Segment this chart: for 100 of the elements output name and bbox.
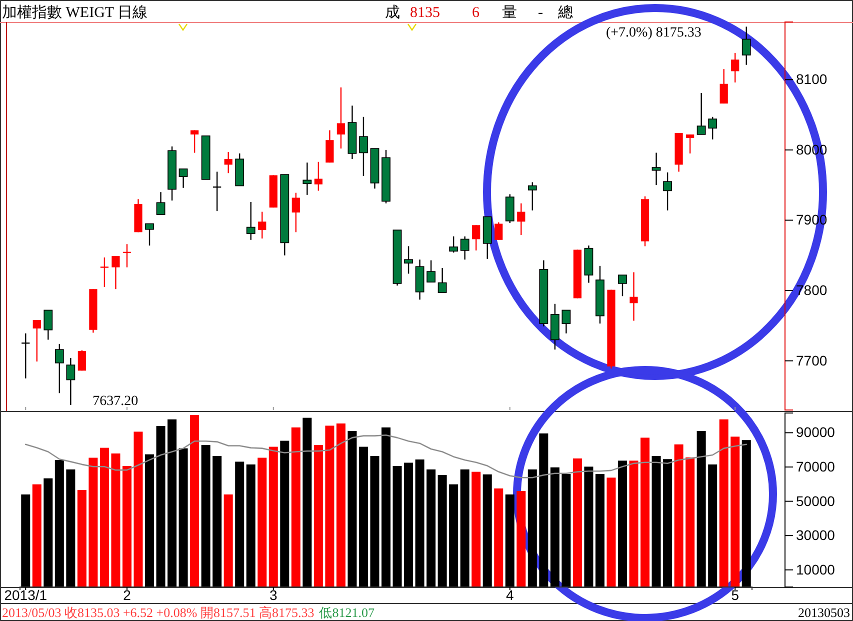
bar <box>314 445 323 587</box>
text: 8135 <box>410 5 440 21</box>
bar <box>426 469 436 587</box>
bar <box>134 432 143 587</box>
bar <box>528 469 537 587</box>
bar <box>302 418 312 587</box>
candlestick <box>652 152 661 186</box>
bar <box>246 464 256 587</box>
bar <box>280 440 290 587</box>
bar <box>348 431 357 587</box>
candlestick <box>224 151 232 174</box>
bar <box>66 469 76 587</box>
y-tick-label: 30000 <box>796 527 836 544</box>
bar <box>168 419 177 587</box>
bar <box>482 474 492 587</box>
candlestick <box>505 194 514 224</box>
bar <box>606 478 616 587</box>
candlestick <box>359 116 368 177</box>
bar <box>674 444 684 587</box>
candlestick <box>708 116 718 140</box>
bar <box>392 466 402 587</box>
candlestick <box>78 350 86 372</box>
candlestick <box>460 236 470 260</box>
line-series <box>24 434 748 478</box>
candlestick <box>145 223 154 246</box>
bar <box>550 467 560 587</box>
candlestick <box>663 172 672 211</box>
candlestick <box>100 256 109 288</box>
bar <box>100 448 109 587</box>
bar <box>212 456 222 587</box>
text: 6 <box>472 5 480 21</box>
candlestick <box>686 134 694 154</box>
bar <box>652 456 661 587</box>
bar <box>21 494 30 587</box>
candlestick <box>246 201 256 240</box>
bar <box>460 469 470 587</box>
y-tick-label: 90000 <box>796 424 836 440</box>
bar <box>494 488 504 587</box>
bar <box>415 459 424 587</box>
bar <box>686 457 695 587</box>
candlestick <box>742 26 751 66</box>
text: - <box>538 5 543 21</box>
candlestick <box>190 130 199 154</box>
bar <box>145 454 154 587</box>
candlestick <box>472 224 480 252</box>
bar <box>595 474 604 587</box>
bar <box>201 445 210 587</box>
candlestick <box>302 162 312 196</box>
chart-title: 加權指數 WEIGT 日線 <box>2 4 148 21</box>
bar <box>584 466 594 587</box>
candlestick <box>32 319 41 362</box>
bar <box>516 491 526 587</box>
bar <box>708 464 718 587</box>
bar <box>696 431 706 587</box>
bar <box>572 458 582 587</box>
bar <box>32 484 42 587</box>
bar <box>629 460 638 587</box>
candlestick <box>720 68 728 104</box>
candlestick <box>336 86 346 150</box>
bar <box>156 426 166 587</box>
bar <box>336 423 346 587</box>
bar <box>291 427 300 587</box>
annotation: 7637.20 <box>92 394 138 409</box>
bar <box>190 415 200 587</box>
bar <box>505 494 514 587</box>
bar <box>268 446 278 587</box>
annotation: (+7.0%) 8175.33 <box>606 26 702 41</box>
bar <box>449 484 458 587</box>
y-tick-label: 8100 <box>796 71 828 88</box>
bar <box>325 426 334 587</box>
y-tick-label: 70000 <box>796 458 836 474</box>
candlestick <box>178 168 188 188</box>
bar <box>54 460 64 587</box>
candlestick <box>314 161 322 192</box>
bar <box>111 453 120 587</box>
candlestick <box>54 343 64 394</box>
bar <box>178 448 188 587</box>
bar <box>258 458 267 587</box>
bar <box>730 436 740 587</box>
candlestick <box>292 192 300 233</box>
candlestick <box>618 274 627 297</box>
candlestick <box>449 236 458 254</box>
y-tick-label: 7700 <box>796 352 828 368</box>
candlestick <box>517 202 526 236</box>
bar <box>381 427 391 587</box>
text: 2013/05/03 收8135.03 +6.52 +0.08% 開8157.51 高8175.33 <box>2 605 314 620</box>
bar <box>122 466 132 587</box>
bar <box>539 433 548 587</box>
candlestick <box>630 272 638 322</box>
candlestick <box>528 182 537 211</box>
candlestick <box>326 130 334 164</box>
x-tick-label: 3 <box>269 587 278 604</box>
x-tick-label: 5 <box>731 587 740 604</box>
candlestick <box>731 52 740 84</box>
text: 總 <box>557 4 573 21</box>
text: 20130503 <box>798 605 850 620</box>
bar <box>472 472 481 587</box>
bar <box>618 460 627 587</box>
x-tick-label: 4 <box>506 587 514 604</box>
candlestick <box>66 357 76 406</box>
